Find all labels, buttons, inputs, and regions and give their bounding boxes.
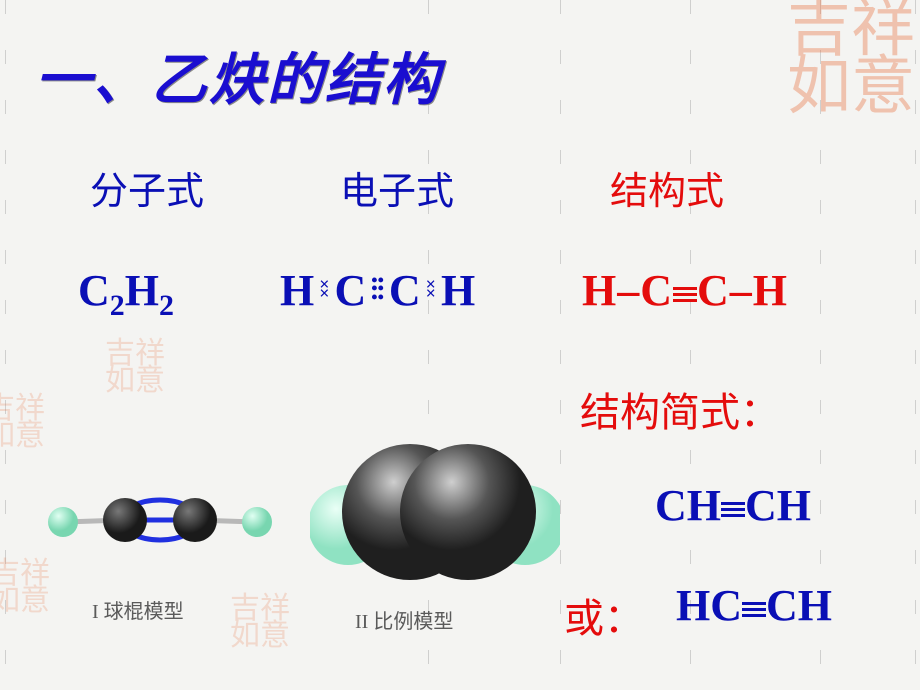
short-formula-2: HCCH <box>676 580 832 631</box>
seal-decoration-small: 吉祥如意 <box>230 595 290 649</box>
structural-formula: H–CC–H <box>582 265 788 316</box>
label-or: 或： <box>564 586 644 644</box>
label-electronic: 电子式 <box>340 160 454 215</box>
molecular-formula: C2H2 <box>78 265 174 323</box>
seal-decoration-small: 吉祥如意 <box>105 340 165 394</box>
electron-x-pair: ×× <box>319 280 329 296</box>
seal-decoration-small: 吉祥如意 <box>0 395 45 449</box>
seal-decoration-small: 吉祥如意 <box>0 560 50 614</box>
slide-title: 一、乙炔的结构 <box>35 35 441 116</box>
ball-stick-model <box>45 460 275 580</box>
triple-bond-icon <box>721 499 745 520</box>
atom-c: C <box>389 265 421 316</box>
triple-bond-icon <box>742 599 766 620</box>
caption-ballstick: I 球棍模型 <box>92 595 184 624</box>
atom-h: H <box>441 265 475 316</box>
space-filling-model <box>310 420 560 605</box>
short-formula-1: CHCH <box>655 480 811 531</box>
triple-bond-icon <box>673 284 697 305</box>
atom-h: H <box>280 265 314 316</box>
electron-triple-dots: •••••• <box>371 276 384 300</box>
electronic-formula: H ×× C •••••• C ×× H <box>280 265 475 316</box>
label-short-form: 结构简式： <box>580 380 780 438</box>
seal-decoration-large: 吉祥如意 <box>787 0 915 115</box>
atom-c: C <box>335 265 367 316</box>
label-structural: 结构式 <box>610 160 724 215</box>
electron-x-pair: ×× <box>426 280 436 296</box>
label-molecular: 分子式 <box>90 160 204 215</box>
caption-spacefill: II 比例模型 <box>355 605 453 634</box>
